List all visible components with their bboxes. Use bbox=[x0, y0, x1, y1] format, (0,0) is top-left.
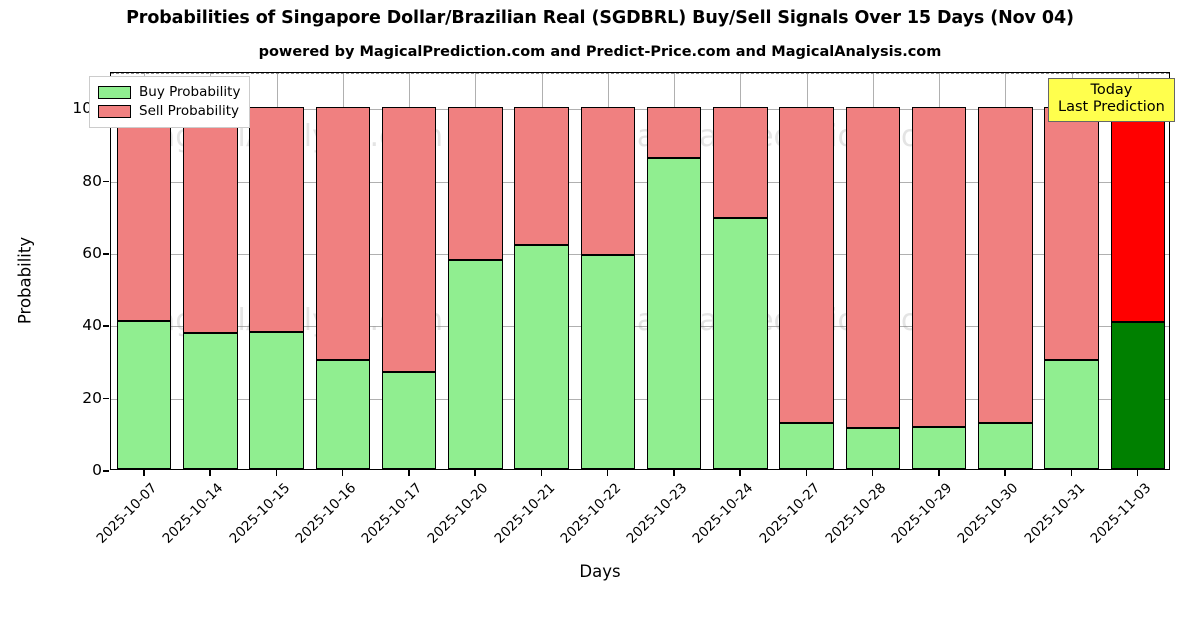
x-axis-tick-label: 2025-11-03 bbox=[1087, 480, 1155, 547]
legend-item-sell[interactable]: Sell Probability bbox=[98, 102, 240, 121]
today-annotation-line2: Last Prediction bbox=[1058, 99, 1165, 116]
gridline-horizontal bbox=[111, 109, 1169, 111]
bar-group[interactable] bbox=[978, 73, 1033, 469]
x-axis-tick-mark bbox=[474, 470, 476, 476]
legend-item-buy[interactable]: Buy Probability bbox=[98, 83, 240, 102]
bar-segment-sell[interactable] bbox=[646, 107, 702, 158]
legend-swatch-buy-icon bbox=[98, 86, 131, 99]
x-axis-tick-mark bbox=[143, 470, 145, 476]
bar-segment-buy[interactable] bbox=[381, 372, 437, 469]
y-axis-tick-label: 40 bbox=[82, 316, 102, 335]
x-axis-tick-mark bbox=[871, 470, 874, 476]
bar-segment-sell[interactable] bbox=[183, 107, 238, 333]
bar-segment-sell[interactable] bbox=[249, 107, 304, 332]
x-axis-tick-mark bbox=[275, 470, 278, 476]
y-axis-tick-label: 60 bbox=[82, 243, 102, 262]
x-axis-tick-mark bbox=[805, 470, 808, 476]
bar-segment-sell[interactable] bbox=[315, 107, 371, 361]
bar-group[interactable] bbox=[1110, 73, 1166, 469]
bar-segment-buy[interactable] bbox=[779, 422, 834, 469]
y-axis-tick-mark bbox=[103, 470, 109, 472]
bar-segment-sell[interactable] bbox=[448, 107, 503, 261]
bar-segment-sell[interactable] bbox=[1044, 107, 1099, 361]
bar-segment-buy[interactable] bbox=[1044, 360, 1099, 469]
bar-group[interactable] bbox=[315, 73, 371, 469]
legend-swatch-sell-icon bbox=[98, 105, 131, 118]
today-annotation: Today Last Prediction bbox=[1048, 78, 1175, 123]
bar-segment-buy[interactable] bbox=[315, 360, 371, 469]
y-axis-tick-mark bbox=[103, 325, 109, 327]
y-axis-tick-label: 80 bbox=[82, 171, 102, 190]
gridline-horizontal bbox=[111, 398, 1169, 400]
bar-segment-sell[interactable] bbox=[779, 107, 834, 423]
bar-segment-sell[interactable] bbox=[381, 107, 437, 373]
y-axis-tick-label: 20 bbox=[82, 388, 102, 407]
bar-segment-buy[interactable] bbox=[1110, 322, 1166, 469]
y-axis-tick-mark bbox=[103, 180, 109, 183]
bar-segment-sell[interactable] bbox=[911, 107, 967, 427]
x-axis-label: Days bbox=[579, 562, 621, 581]
bar-group[interactable] bbox=[249, 73, 304, 469]
bar-group[interactable] bbox=[911, 73, 967, 469]
bar-segment-buy[interactable] bbox=[713, 217, 768, 469]
plot-area: MagicalAnalysis.comMagicalPrediction.com… bbox=[110, 72, 1170, 470]
bar-segment-buy[interactable] bbox=[514, 244, 569, 469]
reference-line bbox=[111, 73, 1169, 74]
bar-group[interactable] bbox=[514, 73, 569, 469]
bar-segment-sell[interactable] bbox=[978, 107, 1033, 423]
bar-segment-sell[interactable] bbox=[514, 107, 569, 245]
x-axis-tick-mark bbox=[673, 470, 675, 476]
bar-segment-buy[interactable] bbox=[646, 157, 702, 469]
bar-segment-sell[interactable] bbox=[580, 107, 636, 255]
bar-segment-buy[interactable] bbox=[978, 422, 1033, 469]
bar-segment-buy[interactable] bbox=[911, 426, 967, 469]
bar-group[interactable] bbox=[779, 73, 834, 469]
gridline-horizontal bbox=[111, 181, 1169, 183]
chart-figure: Probabilities of Singapore Dollar/Brazil… bbox=[15, 8, 1175, 581]
bar-group[interactable] bbox=[116, 73, 172, 469]
bar-group[interactable] bbox=[183, 73, 238, 469]
bar-group[interactable] bbox=[580, 73, 636, 469]
gridline-horizontal bbox=[111, 326, 1169, 328]
x-axis-tick-mark bbox=[408, 470, 410, 476]
x-axis-tick-mark bbox=[1004, 470, 1006, 476]
x-axis-tick-mark bbox=[341, 470, 344, 476]
x-axis-tick-mark bbox=[739, 470, 741, 476]
gridline-horizontal bbox=[111, 253, 1169, 255]
bar-segment-buy[interactable] bbox=[845, 428, 901, 469]
bar-group[interactable] bbox=[381, 73, 437, 469]
chart-subtitle: powered by MagicalPrediction.com and Pre… bbox=[258, 44, 942, 60]
x-axis-tick-mark bbox=[938, 470, 940, 476]
page-title: Probabilities of Singapore Dollar/Brazil… bbox=[126, 8, 1074, 28]
bar-group[interactable] bbox=[646, 73, 702, 469]
x-axis-tick-mark bbox=[1136, 470, 1139, 476]
x-axis-tick-mark bbox=[540, 470, 543, 476]
bar-segment-buy[interactable] bbox=[448, 260, 503, 469]
plot-inner: MagicalAnalysis.comMagicalPrediction.com… bbox=[111, 73, 1169, 469]
bar-segment-buy[interactable] bbox=[249, 331, 304, 469]
y-axis-tick-mark bbox=[103, 397, 109, 400]
bar-group[interactable] bbox=[1044, 73, 1099, 469]
bar-segment-sell[interactable] bbox=[116, 107, 172, 321]
y-axis-tick-label: 100 bbox=[72, 99, 102, 118]
x-axis-tick-mark bbox=[1070, 470, 1073, 476]
y-axis-tick-mark bbox=[103, 252, 109, 255]
bar-segment-buy[interactable] bbox=[183, 332, 238, 469]
x-axis-tick-mark bbox=[606, 470, 609, 476]
bar-group[interactable] bbox=[713, 73, 768, 469]
today-annotation-line1: Today bbox=[1090, 82, 1133, 98]
bar-group[interactable] bbox=[448, 73, 503, 469]
bar-segment-sell[interactable] bbox=[713, 107, 768, 218]
legend-label-buy: Buy Probability bbox=[139, 83, 241, 100]
bar-segment-buy[interactable] bbox=[116, 320, 172, 469]
chart-legend: Buy Probability Sell Probability bbox=[89, 76, 251, 128]
legend-label-sell: Sell Probability bbox=[139, 102, 240, 119]
x-axis-tick-mark bbox=[209, 470, 211, 476]
bar-segment-buy[interactable] bbox=[580, 254, 636, 469]
bar-group[interactable] bbox=[845, 73, 901, 469]
bar-segment-sell[interactable] bbox=[845, 107, 901, 429]
y-axis-label: Probability bbox=[15, 236, 35, 325]
y-axis-tick-label: 0 bbox=[92, 461, 102, 479]
bar-segment-sell[interactable] bbox=[1110, 107, 1166, 323]
